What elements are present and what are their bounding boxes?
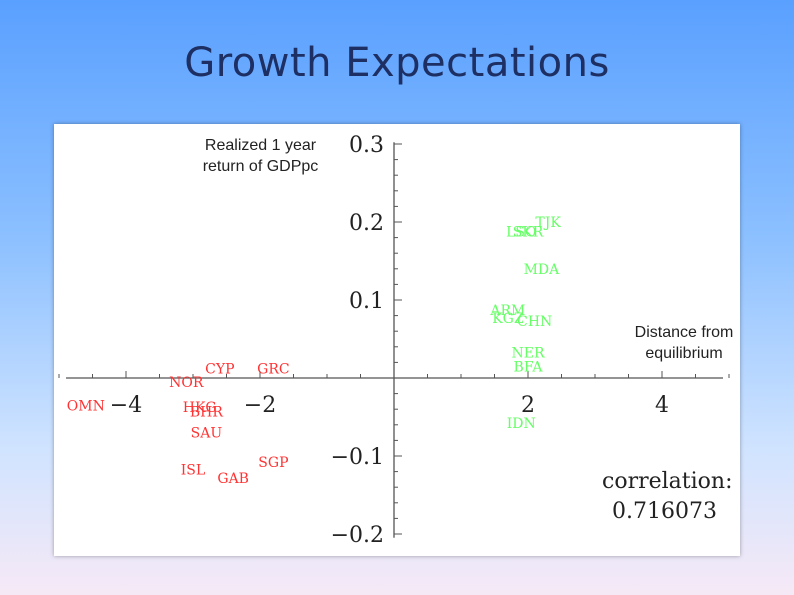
y-tick-label: −0.1 [331, 445, 384, 470]
data-point-label: CHN [517, 314, 552, 330]
x-tick-label: 2 [521, 393, 535, 418]
chart-panel: −4 −2 2 4 0.3 0.2 0.1 −0.1 −0.2 TJK LSO SKR MDA ARM KG… [54, 124, 740, 556]
slide-title: Growth Expectations [184, 40, 610, 86]
data-point-label: HKG [183, 400, 217, 416]
data-point-label: MDA [524, 262, 561, 278]
data-point-label: CYP [205, 362, 234, 378]
y-tick-label: 0.2 [349, 211, 384, 236]
x-tick-label: −2 [244, 393, 276, 418]
data-point-label: SAU [191, 426, 223, 442]
data-point-label: KGZ [492, 311, 524, 327]
correlation-value: 0.716073 [612, 499, 717, 524]
y-tick-label: −0.2 [331, 523, 384, 548]
data-point-label: GRC [257, 362, 289, 378]
data-point-label: SKR [513, 224, 544, 240]
data-point-label: LSO [506, 224, 536, 240]
data-point-label: ISL [181, 462, 205, 478]
y-tick-label: 0.1 [349, 289, 384, 314]
data-point-label: NER [511, 345, 544, 361]
data-point-label: TJK [535, 215, 561, 231]
x-axis-label: Distance from equilibrium [634, 324, 734, 362]
x-tick-label: 4 [655, 393, 669, 418]
data-point-label: IDN [507, 416, 536, 432]
data-point-label: GAB [217, 471, 249, 487]
y-axis-label: Realized 1 year return of GDPpc [202, 137, 319, 175]
x-tick-label: −4 [110, 393, 142, 418]
y-tick-label: 0.3 [349, 133, 384, 158]
data-point-label: BHR [190, 405, 223, 421]
correlation-label: correlation: [602, 469, 732, 494]
data-point-label: OMN [67, 398, 105, 414]
data-point-label: BFA [514, 359, 544, 375]
data-point-label: SGP [258, 455, 288, 471]
data-point-label: ARM [489, 303, 525, 319]
data-point-label: NOR [169, 375, 204, 391]
